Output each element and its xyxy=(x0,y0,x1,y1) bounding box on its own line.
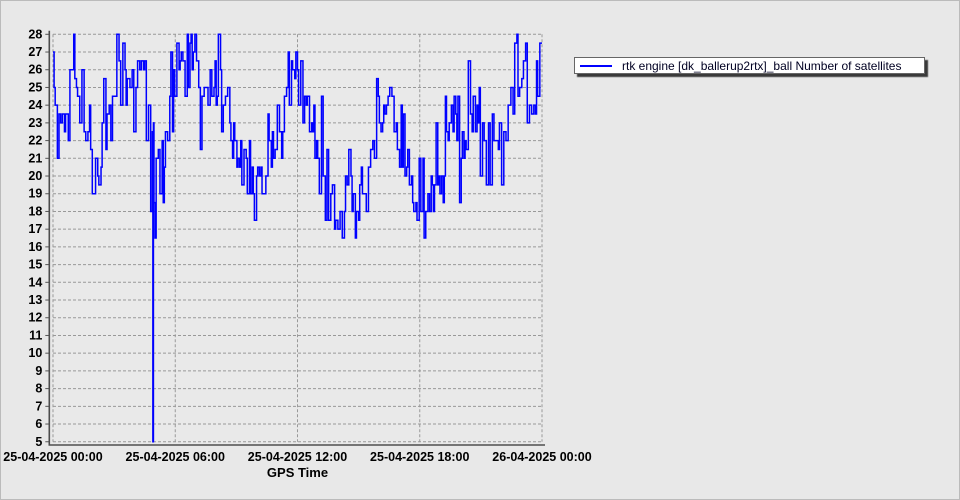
svg-text:GPS Time: GPS Time xyxy=(267,465,328,480)
svg-text:25-04-2025 00:00: 25-04-2025 00:00 xyxy=(3,450,102,464)
svg-text:22: 22 xyxy=(28,134,42,148)
svg-text:26: 26 xyxy=(28,63,42,77)
svg-text:27: 27 xyxy=(28,45,42,59)
svg-text:25: 25 xyxy=(28,80,42,94)
svg-text:6: 6 xyxy=(35,417,42,431)
svg-text:28: 28 xyxy=(28,27,42,41)
svg-text:10: 10 xyxy=(28,346,42,360)
svg-text:19: 19 xyxy=(28,187,42,201)
svg-text:7: 7 xyxy=(35,399,42,413)
svg-text:18: 18 xyxy=(28,204,42,218)
svg-text:5: 5 xyxy=(35,435,42,449)
svg-text:16: 16 xyxy=(28,240,42,254)
svg-text:11: 11 xyxy=(29,328,42,342)
svg-text:9: 9 xyxy=(35,364,42,378)
svg-text:17: 17 xyxy=(28,222,42,236)
svg-text:14: 14 xyxy=(28,275,42,289)
svg-text:23: 23 xyxy=(28,116,42,130)
svg-text:25-04-2025 06:00: 25-04-2025 06:00 xyxy=(126,450,225,464)
svg-text:21: 21 xyxy=(28,151,42,165)
svg-text:8: 8 xyxy=(35,382,42,396)
svg-text:13: 13 xyxy=(28,293,42,307)
svg-text:15: 15 xyxy=(28,258,42,272)
svg-text:25-04-2025 18:00: 25-04-2025 18:00 xyxy=(370,450,469,464)
svg-text:12: 12 xyxy=(28,311,42,325)
svg-text:20: 20 xyxy=(28,169,42,183)
svg-text:26-04-2025 00:00: 26-04-2025 00:00 xyxy=(492,450,591,464)
svg-text:25-04-2025 12:00: 25-04-2025 12:00 xyxy=(248,450,347,464)
svg-text:24: 24 xyxy=(28,98,42,112)
